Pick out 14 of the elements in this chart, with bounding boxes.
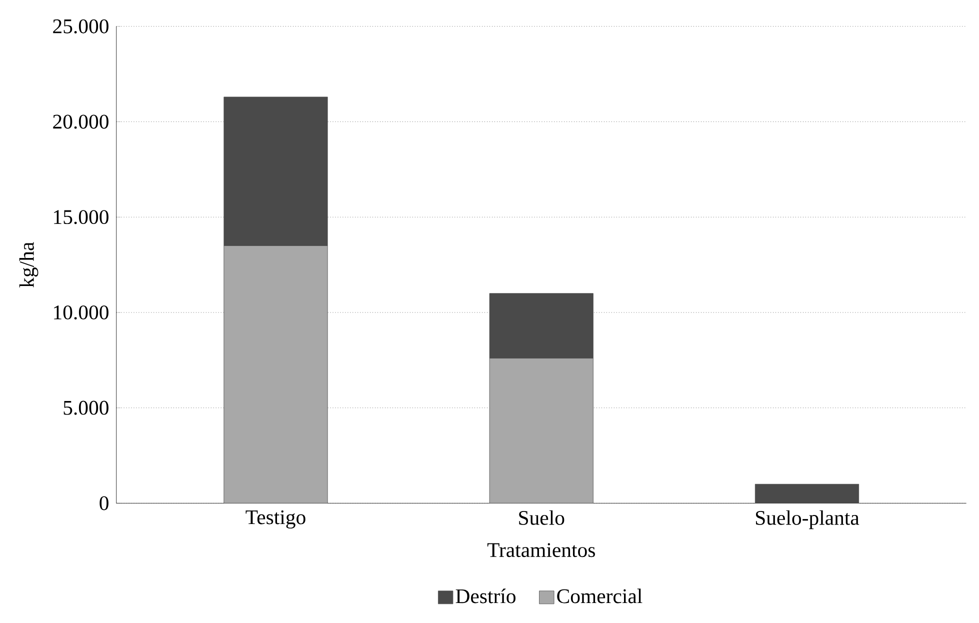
y-tick-label: 20.000 xyxy=(53,114,108,129)
x-tick-label: Testigo xyxy=(246,510,306,529)
y-axis-title: kg/ha xyxy=(19,242,38,288)
x-tick-label: Suelo xyxy=(519,510,564,526)
y-tick-label: 25.000 xyxy=(53,19,108,34)
legend-label: Destrío xyxy=(456,588,516,604)
bar xyxy=(754,484,860,504)
y-tick-label: 15.000 xyxy=(54,210,108,224)
y-tick-label: 5.000 xyxy=(64,400,108,416)
y-tick-label: 10.000 xyxy=(54,306,108,320)
x-tick-label: Suelo-planta xyxy=(756,510,860,530)
x-axis-title: Tratamientos xyxy=(487,543,595,558)
legend-label: Comercial xyxy=(557,588,642,604)
y-tick-label: 0 xyxy=(100,496,108,510)
